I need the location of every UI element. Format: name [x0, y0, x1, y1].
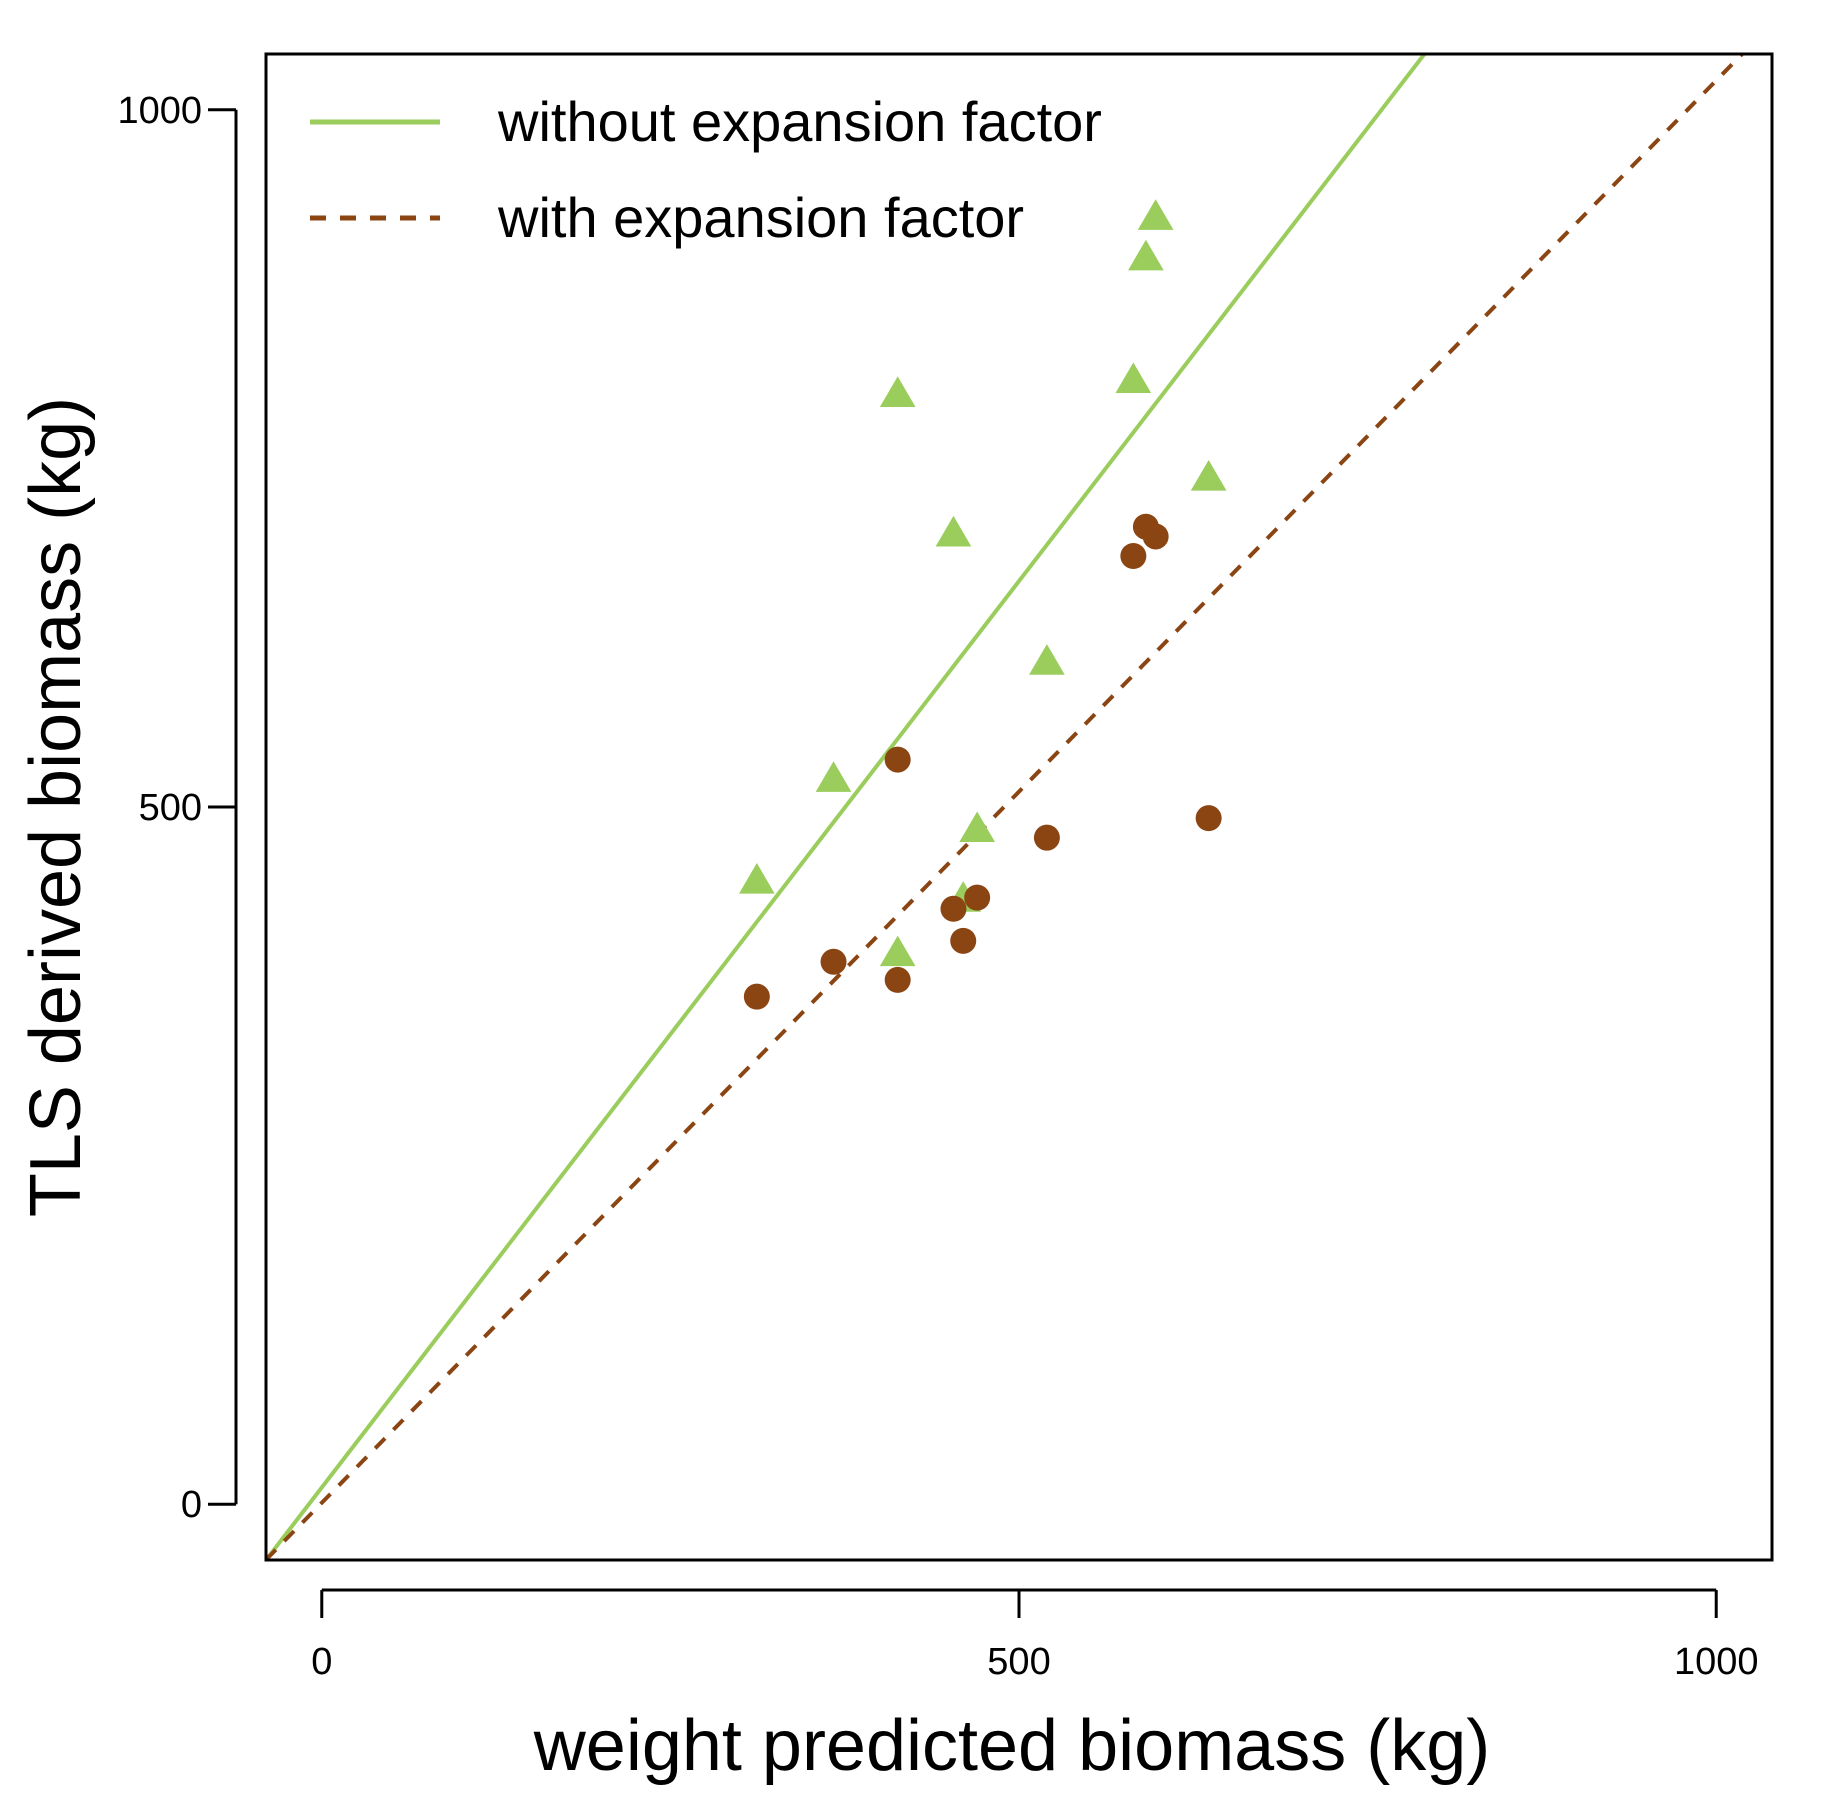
- point-triangle-2: [879, 935, 916, 967]
- fit-line-0: [266, 54, 1427, 1560]
- point-triangle-1: [815, 761, 852, 792]
- point-triangle-10: [1137, 199, 1174, 230]
- plot-frame: [264, 52, 1774, 1562]
- legend: without expansion factor with expansion …: [310, 90, 1102, 249]
- x-axis: 0 500 1000: [311, 1588, 1759, 1683]
- point-circle-8: [1120, 543, 1147, 569]
- point-circle-4: [940, 895, 967, 922]
- y-tick-label-0: 0: [181, 1484, 202, 1526]
- point-circle-3: [884, 746, 911, 773]
- point-circle-10: [1142, 523, 1169, 550]
- x-tick-label-2: 1000: [1674, 1641, 1759, 1683]
- point-circle-6: [964, 884, 991, 911]
- point-triangle-0: [738, 863, 775, 894]
- fit-line-1: [266, 54, 1745, 1560]
- legend-label-without-expansion: without expansion factor: [497, 90, 1102, 153]
- point-triangle-8: [1115, 362, 1152, 394]
- point-triangle-3: [879, 376, 916, 407]
- y-axis-title: TLS derived biomass (kg): [16, 397, 96, 1217]
- point-triangle-11: [1190, 460, 1227, 491]
- point-circle-2: [884, 966, 911, 993]
- y-axis: 0 500 1000: [117, 90, 238, 1526]
- point-circle-7: [1033, 824, 1060, 851]
- legend-label-with-expansion: with expansion factor: [497, 186, 1024, 249]
- point-circle-11: [1195, 805, 1222, 832]
- x-tick-label-0: 0: [311, 1641, 332, 1683]
- point-triangle-7: [1029, 644, 1065, 675]
- point-circle-5: [950, 927, 977, 954]
- fit-lines: [266, 54, 1745, 1560]
- point-circle-0: [743, 983, 770, 1010]
- data-points: [738, 199, 1227, 1010]
- y-tick-label-2: 1000: [117, 90, 202, 132]
- point-circle-1: [820, 948, 847, 975]
- x-axis-title: weight predicted biomass (kg): [533, 1706, 1490, 1786]
- y-tick-label-1: 500: [139, 787, 202, 829]
- point-triangle-6: [959, 811, 996, 843]
- x-tick-label-1: 500: [987, 1641, 1050, 1683]
- point-triangle-9: [1128, 239, 1164, 271]
- point-triangle-4: [935, 515, 972, 547]
